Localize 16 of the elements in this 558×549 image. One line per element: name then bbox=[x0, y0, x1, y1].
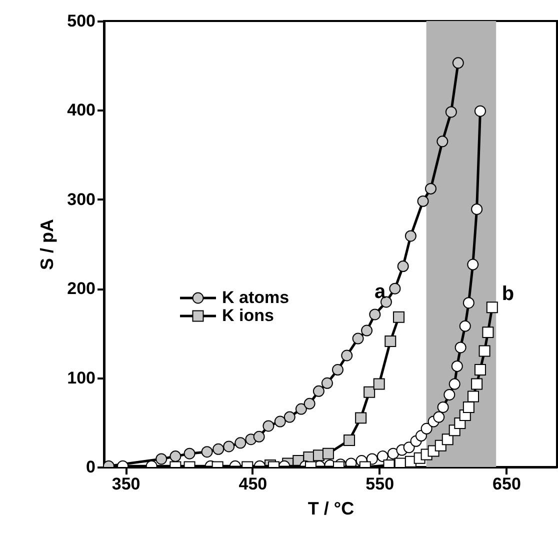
y-tick-label: 0 bbox=[86, 458, 96, 476]
x-tick-label: 350 bbox=[112, 474, 140, 494]
x-tick-label: 550 bbox=[366, 474, 394, 494]
x-tick-label: 450 bbox=[238, 474, 268, 494]
y-tick-label: 200 bbox=[67, 279, 96, 298]
x-axis-title: T / °C bbox=[308, 498, 354, 518]
legend-label: K ions bbox=[222, 306, 274, 325]
y-tick-label: 100 bbox=[67, 368, 96, 388]
legend-label: K atoms bbox=[222, 288, 290, 307]
y-tick-label: 500 bbox=[67, 12, 96, 30]
x-tick-label: 650 bbox=[492, 474, 521, 494]
annotation: b bbox=[502, 283, 514, 305]
y-axis-title: S / pA bbox=[37, 218, 58, 270]
y-tick-label: 400 bbox=[67, 100, 96, 120]
annotation: a bbox=[374, 281, 386, 303]
y-tick-label: 300 bbox=[67, 190, 96, 209]
